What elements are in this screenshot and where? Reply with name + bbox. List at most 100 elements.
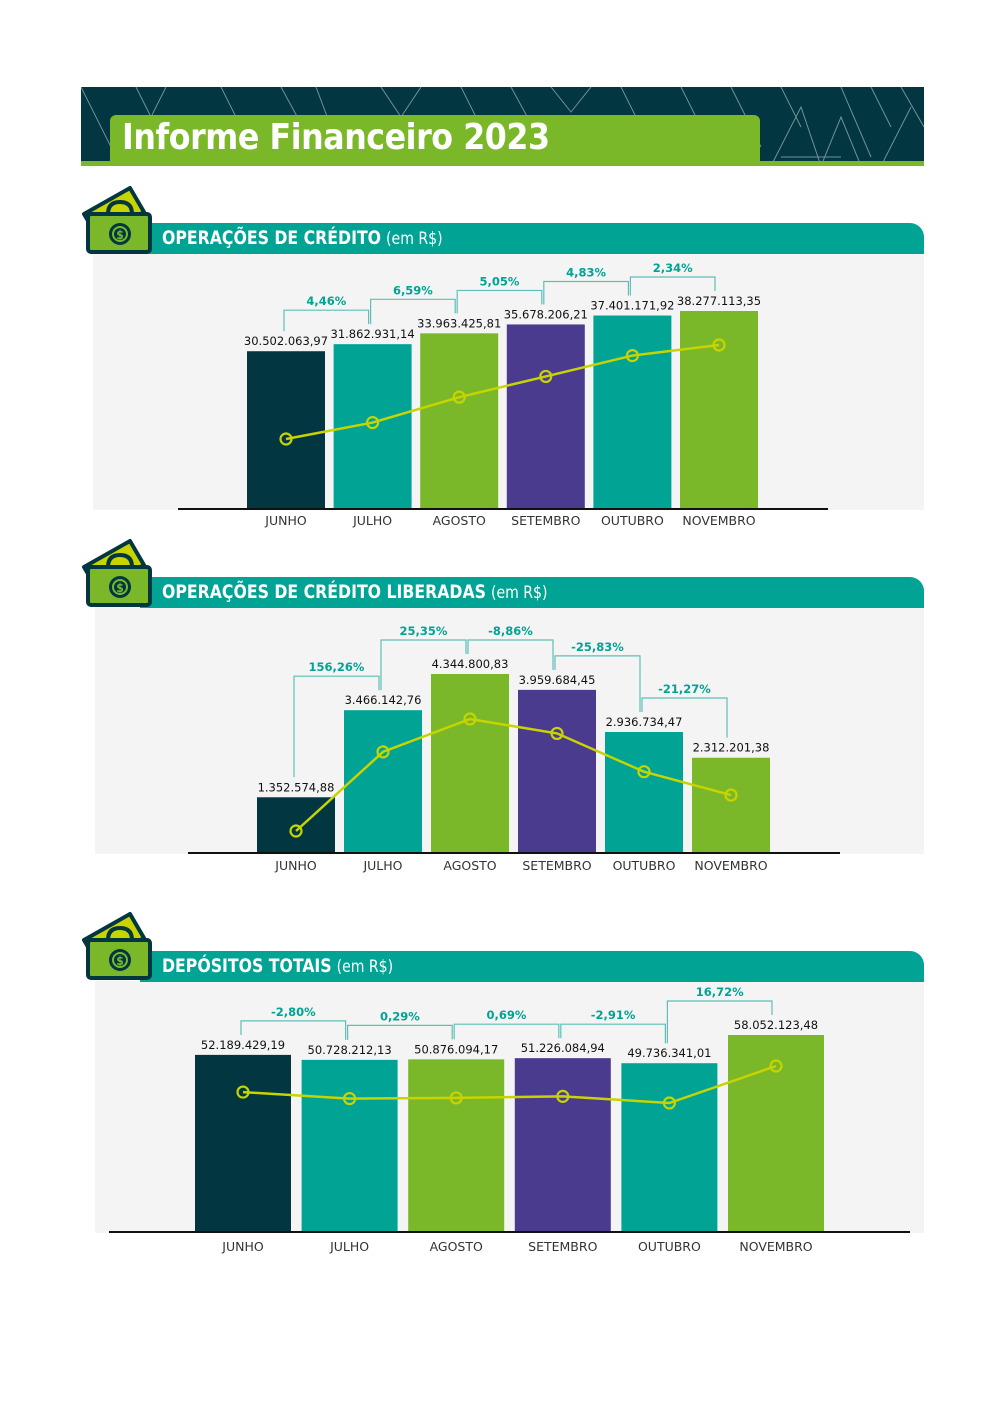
svg-text:$: $ <box>116 228 124 242</box>
money-wallet-icon: $ <box>82 539 152 607</box>
change-percent: -25,83% <box>571 640 624 654</box>
trend-point <box>550 726 564 741</box>
category-label: OUTUBRO <box>638 1239 701 1254</box>
category-label: JULHO <box>352 513 392 528</box>
trend-line <box>295 717 732 832</box>
change-bracket <box>293 675 380 778</box>
value-label: 31.862.931,14 <box>331 327 415 341</box>
chart-3: 52.189.429,19 JUNHO 50.728.212,13 JULHO 50.8… <box>109 985 910 1254</box>
chart-1: 30.502.063,97 JUNHO 31.862.931,14 JULHO 33.9… <box>178 261 828 528</box>
trend-point <box>343 1091 357 1106</box>
value-label: 50.728.212,13 <box>308 1043 392 1057</box>
section-header-credito-liberadas: OPERAÇÕES DE CRÉDITO LIBERADAS (em R$) <box>140 577 924 608</box>
value-label: 58.052.123,48 <box>734 1018 818 1032</box>
bar-agosto <box>420 333 499 509</box>
bar-outubro <box>605 732 683 853</box>
value-label: 3.959.684,45 <box>519 673 596 687</box>
value-label: 30.502.063,97 <box>244 334 328 348</box>
value-label: 37.401.171,92 <box>590 299 674 313</box>
category-label: NOVEMBRO <box>739 1239 812 1254</box>
value-label: 1.352.574,88 <box>258 780 335 794</box>
change-percent: -8,86% <box>488 624 533 638</box>
trend-point <box>376 745 390 759</box>
change-percent: 0,29% <box>380 1009 420 1023</box>
page-title: Informe Financeiro 2023 <box>122 117 550 158</box>
section-unit: (em R$) <box>386 229 443 249</box>
trend-line <box>242 1064 777 1105</box>
chart-panel-credito-liberadas <box>95 607 924 854</box>
value-label: 4.344.800,83 <box>432 657 509 671</box>
bar-julho <box>301 1059 398 1232</box>
trend-point <box>452 390 466 404</box>
change-bracket <box>666 1000 773 1044</box>
category-label: JULHO <box>329 1239 369 1254</box>
trend-point <box>662 1096 677 1110</box>
category-label: JULHO <box>362 858 402 873</box>
value-label: 52.189.429,19 <box>201 1038 285 1052</box>
change-bracket <box>283 309 370 332</box>
category-label: JUNHO <box>264 513 307 528</box>
value-label: 38.277.113,35 <box>677 294 761 308</box>
value-label: 2.312.201,38 <box>693 741 770 755</box>
bar-junho <box>247 351 325 509</box>
bar-setembro <box>514 1058 611 1232</box>
change-percent: 0,69% <box>487 1008 527 1022</box>
value-label: 33.963.425,81 <box>417 316 501 330</box>
category-label: JUNHO <box>274 858 317 873</box>
change-bracket <box>380 639 467 691</box>
category-label: OUTUBRO <box>601 513 664 528</box>
trend-point <box>625 348 640 363</box>
svg-text:$: $ <box>116 954 124 968</box>
report-banner: Informe Financeiro 2023 <box>81 87 924 166</box>
trend-point <box>449 1091 463 1105</box>
change-bracket <box>453 1023 560 1040</box>
category-label: AGOSTO <box>430 1239 483 1254</box>
section-title: DEPÓSITOS TOTAIS <box>162 955 332 977</box>
change-bracket <box>240 1020 347 1040</box>
trend-line <box>285 343 720 441</box>
category-label: AGOSTO <box>443 858 496 873</box>
category-label: OUTUBRO <box>613 858 676 873</box>
change-percent: -21,27% <box>658 682 711 696</box>
trend-point <box>724 788 738 802</box>
money-wallet-icon: $ <box>82 186 152 254</box>
change-percent: 5,05% <box>480 274 520 288</box>
bar-outubro <box>621 1063 718 1232</box>
bar-agosto <box>408 1059 505 1232</box>
value-label: 35.678.206,21 <box>504 307 588 321</box>
section-unit: (em R$) <box>336 957 394 977</box>
change-percent: 4,46% <box>306 294 346 308</box>
bar-novembro <box>728 1035 824 1232</box>
section-title: OPERAÇÕES DE CRÉDITO <box>162 227 382 249</box>
value-label: 2.936.734,47 <box>606 715 683 729</box>
section-header-depositos: DEPÓSITOS TOTAIS (em R$) <box>140 951 924 982</box>
chart-2: 1.352.574,88 JUNHO 3.466.142,76 JULHO 4.344.… <box>188 624 840 873</box>
trend-point <box>279 432 293 446</box>
category-label: SETEMBRO <box>528 1239 597 1254</box>
bar-junho <box>195 1054 291 1232</box>
bar-julho <box>344 710 422 853</box>
category-label: JUNHO <box>221 1239 264 1254</box>
change-bracket <box>543 280 630 305</box>
change-percent: 6,59% <box>393 283 433 297</box>
section-unit: (em R$) <box>490 583 548 603</box>
change-bracket <box>467 639 554 670</box>
category-label: NOVEMBRO <box>682 513 755 528</box>
change-bracket <box>560 1023 667 1044</box>
change-percent: -2,91% <box>591 1008 636 1022</box>
title-tab: Informe Financeiro 2023 <box>110 115 760 166</box>
change-percent: 156,26% <box>309 660 365 674</box>
value-label: 3.466.142,76 <box>345 693 422 707</box>
value-label: 50.876.094,17 <box>414 1042 498 1056</box>
trend-point <box>556 1089 570 1103</box>
change-percent: -2,80% <box>271 1005 316 1019</box>
change-percent: 16,72% <box>696 985 744 999</box>
category-label: SETEMBRO <box>511 513 580 528</box>
bar-setembro <box>506 324 585 509</box>
trend-point <box>769 1059 783 1073</box>
section-header-credito: OPERAÇÕES DE CRÉDITO (em R$) <box>140 223 924 254</box>
bar-agosto <box>431 674 509 853</box>
trend-point <box>539 369 553 384</box>
bar-novembro <box>692 757 770 853</box>
category-label: NOVEMBRO <box>694 858 767 873</box>
